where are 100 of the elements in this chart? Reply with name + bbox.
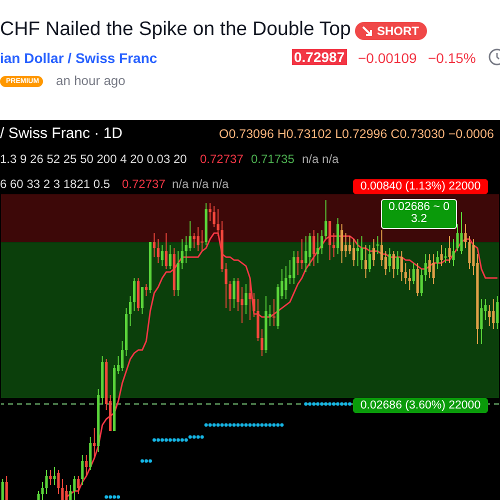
candlestick — [228, 280, 232, 312]
candlestick — [356, 238, 360, 267]
candlestick — [160, 244, 164, 267]
candlestick — [416, 262, 419, 297]
chart-title: CHF Nailed the Spike on the Double Top — [0, 18, 351, 41]
annotation: 0.02686 ~ 0 — [387, 201, 451, 213]
band-label: 0.02686 (3.60%) 22000 — [360, 400, 481, 412]
candlestick — [432, 254, 435, 285]
candlestick — [248, 278, 252, 321]
point — [164, 438, 168, 442]
candlestick — [232, 278, 236, 309]
candlestick — [404, 262, 407, 285]
candlestick — [300, 238, 304, 270]
candlestick — [344, 232, 348, 258]
candlestick — [396, 250, 399, 276]
candlestick — [340, 224, 344, 264]
candlestick — [93, 428, 96, 459]
point — [260, 423, 264, 427]
candlestick — [380, 230, 383, 267]
point — [212, 423, 216, 427]
text: SHORT — [355, 22, 427, 40]
point — [256, 423, 260, 427]
candlestick — [180, 238, 184, 270]
candlestick — [144, 284, 148, 297]
candlestick — [412, 262, 415, 285]
candlestick — [236, 278, 240, 312]
point — [332, 402, 336, 406]
candlestick — [200, 230, 204, 252]
candlestick — [352, 238, 356, 267]
candlestick — [272, 298, 276, 327]
text: 0.72737 — [200, 152, 244, 166]
text: 0.72737 — [122, 177, 166, 191]
candlestick — [372, 238, 375, 267]
candlestick — [460, 212, 463, 255]
candlestick — [496, 296, 499, 330]
candlestick — [332, 232, 336, 258]
point — [328, 402, 332, 406]
text: an hour ago — [56, 73, 126, 88]
candlestick — [436, 250, 439, 270]
candlestick — [304, 236, 308, 273]
candlestick — [400, 250, 403, 282]
point — [116, 495, 120, 499]
text: n/a n/a n/a — [172, 177, 229, 191]
candlestick — [336, 218, 340, 255]
text: −0.00109 — [358, 50, 417, 66]
candlestick — [288, 260, 292, 285]
candlestick — [156, 238, 160, 264]
candlestick — [440, 244, 443, 267]
point — [180, 438, 184, 442]
point — [252, 423, 256, 427]
candlestick — [140, 286, 144, 315]
point — [312, 402, 316, 406]
point — [336, 402, 340, 406]
point — [320, 402, 324, 406]
candlestick — [196, 226, 200, 252]
point — [152, 438, 156, 442]
point — [184, 438, 188, 442]
candlestick — [89, 436, 92, 471]
point — [108, 495, 112, 499]
candlestick — [216, 208, 220, 237]
point — [188, 435, 192, 439]
point — [160, 438, 164, 442]
candlestick — [320, 230, 324, 255]
point — [228, 423, 232, 427]
point — [248, 423, 252, 427]
candlestick — [328, 220, 332, 261]
text: −0.15% — [428, 50, 476, 66]
candlestick — [324, 200, 328, 240]
candlestick — [444, 248, 448, 264]
candlestick — [388, 248, 391, 273]
point — [308, 402, 312, 406]
point — [200, 435, 204, 439]
candlestick — [132, 278, 136, 312]
candlestick — [364, 244, 368, 279]
candlestick — [488, 304, 491, 327]
candlestick — [5, 476, 8, 500]
point — [240, 423, 244, 427]
candlestick — [376, 236, 380, 255]
candlestick — [81, 454, 84, 486]
point — [192, 435, 196, 439]
band-label: 0.00840 (1.13%) 22000 — [360, 180, 481, 193]
text: 6 60 33 2 3 1821 0.5 — [0, 177, 110, 191]
point — [220, 423, 224, 427]
point — [204, 423, 208, 427]
point — [280, 423, 284, 427]
candlestick — [448, 236, 451, 264]
candlestick — [85, 454, 88, 477]
candlestick — [464, 224, 467, 249]
candlestick — [492, 298, 495, 330]
candlestick — [408, 268, 411, 291]
candlestick — [57, 470, 60, 494]
candlestick — [480, 298, 483, 345]
candlestick — [456, 224, 459, 252]
point — [148, 459, 152, 463]
text: / Swiss Franc · 1D — [0, 125, 123, 142]
point — [140, 459, 144, 463]
text: O0.73096 H0.73102 L0.72996 C0.73030 −0.0006 — [219, 127, 494, 141]
point — [344, 402, 348, 406]
point — [172, 438, 176, 442]
point — [236, 423, 240, 427]
